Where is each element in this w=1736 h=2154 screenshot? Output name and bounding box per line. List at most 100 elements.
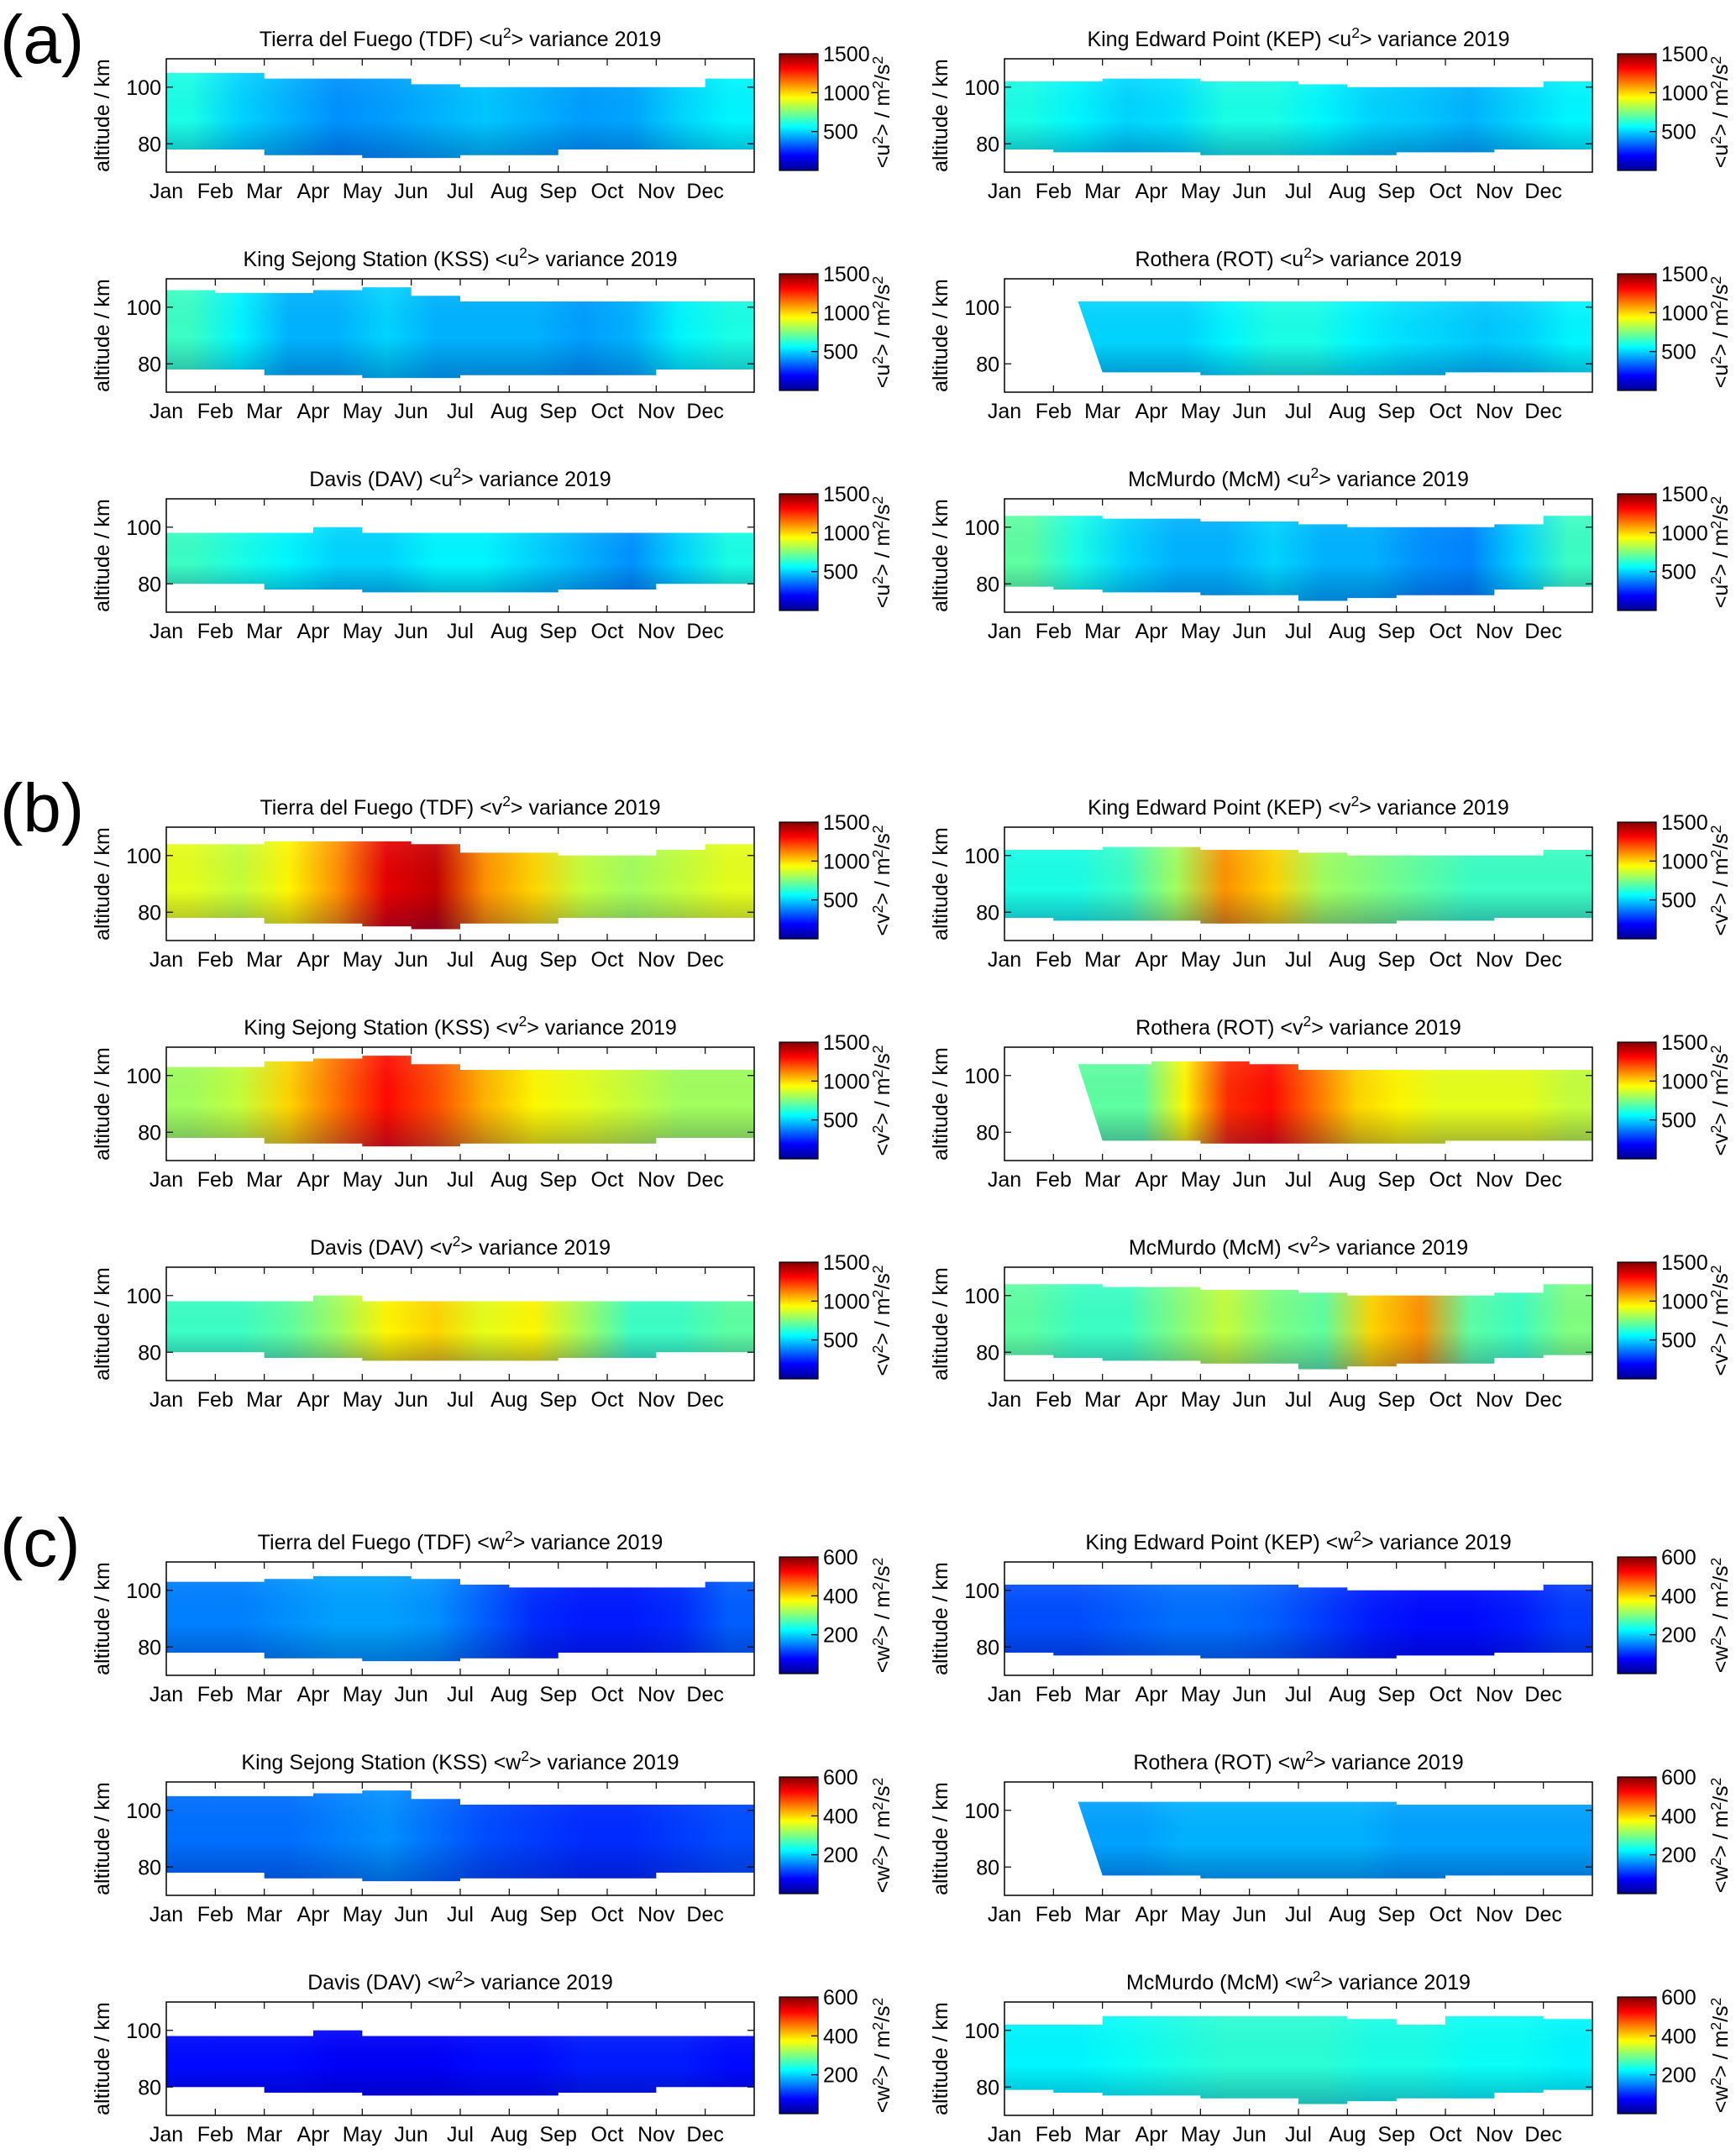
x-tick-label: Jan [988,620,1021,643]
heatmap-shading [1004,516,1592,601]
x-tick-label: Mar [246,620,282,643]
colorbar-tick-label: 1500 [823,263,870,286]
y-tick-label: 80 [138,901,161,925]
x-tick-label: Sep [1377,1388,1414,1412]
x-tick-label: May [1181,2123,1221,2146]
y-axis-label: altitude / km [91,59,114,172]
x-tick-label: Oct [591,400,624,423]
colorbar-tick-label: 600 [823,1986,858,2010]
x-tick-label: Nov [1476,1903,1513,1926]
colorbar-tick-label: 600 [823,1546,858,1570]
x-tick-label: Sep [539,1388,576,1412]
x-tick-label: Mar [246,1388,282,1412]
x-tick-label: Jul [447,2123,474,2146]
colorbar-label: <u2> / m2/s2 [869,56,894,168]
y-tick-label: 80 [976,353,999,376]
x-tick-label: Jun [1233,400,1267,423]
heatmap-shading [166,841,754,930]
x-tick-label: Aug [490,948,527,972]
x-tick-label: Dec [686,1388,723,1412]
x-tick-label: Dec [686,1903,723,1926]
y-axis-label: altitude / km [929,1562,952,1675]
x-tick-label: Jun [395,948,428,972]
y-axis-label: altitude / km [91,499,114,612]
colorbar [1617,1041,1657,1160]
x-tick-label: Mar [1084,620,1120,643]
x-tick-label: Apr [297,948,330,972]
x-tick-label: Jul [1285,620,1312,643]
x-tick-label: Oct [591,948,624,972]
colorbar-tick-label: 400 [1661,1805,1697,1828]
y-axis-label: altitude / km [929,59,952,172]
colorbar-tick-label: 1000 [823,1290,870,1313]
y-axis-label: altitude / km [929,279,952,392]
colorbar-tick-label: 500 [823,889,858,913]
x-tick-label: Jul [1285,1388,1312,1412]
colorbar-tick-label: 200 [1661,1844,1697,1868]
colorbar [1617,53,1657,171]
x-tick-label: Jul [1285,2123,1312,2146]
x-tick-label: May [1181,1168,1221,1192]
colorbar [779,821,819,940]
x-tick-label: Apr [1135,180,1168,203]
panel-label: (b) [0,770,84,846]
colorbar-label: <w2> / m2/s2 [1707,1998,1733,2114]
x-tick-label: Oct [1429,1388,1462,1412]
panel-title: King Sejong Station (KSS) <w2> variance … [241,1748,679,1774]
x-tick-label: Dec [1524,948,1561,972]
x-tick-label: Sep [539,1903,576,1926]
colorbar [1617,821,1657,940]
y-tick-label: 100 [126,76,161,100]
colorbar-label: <v2> / m2/s2 [869,1265,894,1376]
x-tick-label: Aug [1329,1388,1366,1412]
x-tick-label: Dec [686,1168,723,1192]
y-tick-label: 100 [964,76,999,100]
y-axis-label: altitude / km [929,1782,952,1895]
x-tick-label: Jul [1285,180,1312,203]
x-tick-label: Mar [1084,1168,1120,1192]
y-tick-label: 100 [126,296,161,320]
x-tick-label: Jun [395,1168,428,1192]
x-tick-label: Mar [1084,1388,1120,1412]
x-tick-label: Apr [297,1168,330,1192]
colorbar-label: <v2> / m2/s2 [1707,1265,1733,1376]
x-tick-label: Mar [246,1168,282,1192]
x-tick-label: Nov [1476,400,1513,423]
colorbar-tick-label: 1500 [1661,263,1708,286]
colorbar-label: <v2> / m2/s2 [1707,825,1733,935]
colorbar-tick-label: 1000 [823,1070,870,1093]
y-axis-label: altitude / km [929,1267,952,1381]
x-tick-label: Sep [539,1168,576,1192]
panel-title: Rothera (ROT) <w2> variance 2019 [1133,1748,1463,1774]
x-tick-label: Apr [1135,1168,1168,1192]
colorbar [779,273,819,391]
panel-title: Tierra del Fuego (TDF) <v2> variance 201… [260,793,660,820]
colorbar-label: <w2> / m2/s2 [869,1998,894,2114]
x-tick-label: Jan [149,180,183,203]
y-axis-label: altitude / km [929,827,952,941]
colorbar-tick-label: 1000 [1661,850,1708,873]
heatmap-shading [1004,78,1592,155]
x-tick-label: Nov [637,620,675,643]
x-tick-label: Dec [686,620,723,643]
x-tick-label: Nov [1476,1168,1513,1192]
x-tick-label: Nov [637,1903,675,1926]
x-tick-label: Feb [1036,2123,1072,2146]
panel-title: McMurdo (McM) <w2> variance 2019 [1126,1968,1471,1994]
y-tick-label: 100 [126,845,161,868]
y-axis-label: altitude / km [91,1047,114,1161]
colorbar-tick-label: 500 [1661,1329,1697,1353]
x-tick-label: Jan [988,1903,1021,1926]
x-tick-label: Apr [1135,948,1168,972]
colorbar [779,1996,819,2115]
x-tick-label: Oct [1429,2123,1462,2146]
colorbar-tick-label: 1000 [1661,81,1708,105]
x-tick-label: Dec [686,180,723,203]
x-tick-label: Mar [1084,400,1120,423]
x-tick-label: Jan [149,1168,183,1192]
colorbar [1617,273,1657,391]
colorbar-tick-label: 1500 [1661,483,1708,506]
x-tick-label: Jan [149,400,183,423]
x-tick-label: Jan [988,1388,1021,1412]
